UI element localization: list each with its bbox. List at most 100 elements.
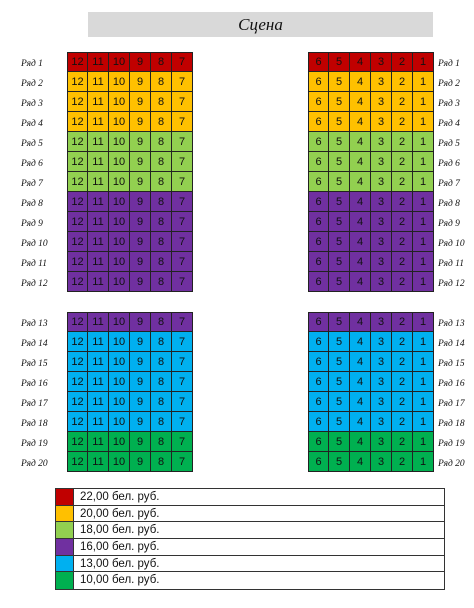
seat-left[interactable]: 12: [67, 212, 88, 232]
seat-left[interactable]: 10: [109, 372, 130, 392]
seat-left[interactable]: 10: [109, 452, 130, 472]
seat-left[interactable]: 10: [109, 252, 130, 272]
seat-left[interactable]: 9: [130, 352, 151, 372]
seat-left[interactable]: 9: [130, 232, 151, 252]
seat-right[interactable]: 6: [308, 432, 329, 452]
seat-right[interactable]: 4: [350, 212, 371, 232]
seat-right[interactable]: 6: [308, 392, 329, 412]
seat-right[interactable]: 1: [413, 172, 434, 192]
seat-left[interactable]: 9: [130, 312, 151, 332]
seat-left[interactable]: 9: [130, 332, 151, 352]
seat-right[interactable]: 2: [392, 372, 413, 392]
seat-right[interactable]: 1: [413, 452, 434, 472]
seat-left[interactable]: 8: [151, 312, 172, 332]
seat-left[interactable]: 7: [172, 92, 193, 112]
seat-right[interactable]: 3: [371, 172, 392, 192]
seat-left[interactable]: 10: [109, 132, 130, 152]
seat-right[interactable]: 4: [350, 312, 371, 332]
seat-left[interactable]: 8: [151, 132, 172, 152]
seat-right[interactable]: 2: [392, 352, 413, 372]
seat-left[interactable]: 9: [130, 172, 151, 192]
seat-right[interactable]: 5: [329, 212, 350, 232]
seat-right[interactable]: 1: [413, 412, 434, 432]
seat-right[interactable]: 5: [329, 372, 350, 392]
seat-right[interactable]: 3: [371, 272, 392, 292]
seat-right[interactable]: 2: [392, 192, 413, 212]
seat-right[interactable]: 1: [413, 372, 434, 392]
seat-left[interactable]: 7: [172, 112, 193, 132]
seat-left[interactable]: 11: [88, 152, 109, 172]
seat-right[interactable]: 5: [329, 172, 350, 192]
seat-right[interactable]: 5: [329, 152, 350, 172]
seat-right[interactable]: 2: [392, 112, 413, 132]
seat-right[interactable]: 3: [371, 212, 392, 232]
seat-right[interactable]: 4: [350, 392, 371, 412]
seat-right[interactable]: 1: [413, 112, 434, 132]
seat-left[interactable]: 11: [88, 352, 109, 372]
seat-right[interactable]: 2: [392, 232, 413, 252]
seat-left[interactable]: 9: [130, 192, 151, 212]
seat-right[interactable]: 3: [371, 372, 392, 392]
seat-right[interactable]: 4: [350, 332, 371, 352]
seat-right[interactable]: 5: [329, 312, 350, 332]
seat-left[interactable]: 9: [130, 132, 151, 152]
seat-left[interactable]: 10: [109, 172, 130, 192]
seat-right[interactable]: 4: [350, 92, 371, 112]
seat-right[interactable]: 4: [350, 452, 371, 472]
seat-left[interactable]: 8: [151, 232, 172, 252]
seat-left[interactable]: 12: [67, 332, 88, 352]
seat-left[interactable]: 11: [88, 112, 109, 132]
seat-right[interactable]: 1: [413, 132, 434, 152]
seat-left[interactable]: 12: [67, 412, 88, 432]
seat-right[interactable]: 4: [350, 172, 371, 192]
seat-left[interactable]: 11: [88, 372, 109, 392]
seat-right[interactable]: 1: [413, 232, 434, 252]
seat-left[interactable]: 11: [88, 412, 109, 432]
seat-right[interactable]: 2: [392, 392, 413, 412]
seat-right[interactable]: 2: [392, 272, 413, 292]
seat-left[interactable]: 9: [130, 212, 151, 232]
seat-right[interactable]: 2: [392, 172, 413, 192]
seat-left[interactable]: 7: [172, 392, 193, 412]
seat-right[interactable]: 5: [329, 432, 350, 452]
seat-left[interactable]: 8: [151, 332, 172, 352]
seat-left[interactable]: 11: [88, 392, 109, 412]
seat-right[interactable]: 6: [308, 72, 329, 92]
seat-right[interactable]: 6: [308, 92, 329, 112]
seat-left[interactable]: 12: [67, 92, 88, 112]
seat-right[interactable]: 2: [392, 152, 413, 172]
seat-right[interactable]: 6: [308, 412, 329, 432]
seat-right[interactable]: 2: [392, 132, 413, 152]
seat-right[interactable]: 4: [350, 272, 371, 292]
seat-right[interactable]: 3: [371, 232, 392, 252]
seat-right[interactable]: 2: [392, 212, 413, 232]
seat-left[interactable]: 7: [172, 152, 193, 172]
seat-left[interactable]: 10: [109, 412, 130, 432]
seat-right[interactable]: 1: [413, 252, 434, 272]
seat-left[interactable]: 9: [130, 392, 151, 412]
seat-left[interactable]: 8: [151, 392, 172, 412]
seat-left[interactable]: 11: [88, 72, 109, 92]
seat-right[interactable]: 4: [350, 232, 371, 252]
seat-right[interactable]: 5: [329, 452, 350, 472]
seat-left[interactable]: 11: [88, 132, 109, 152]
seat-right[interactable]: 6: [308, 452, 329, 472]
seat-right[interactable]: 1: [413, 152, 434, 172]
seat-left[interactable]: 12: [67, 112, 88, 132]
seat-left[interactable]: 7: [172, 172, 193, 192]
seat-left[interactable]: 9: [130, 272, 151, 292]
seat-right[interactable]: 5: [329, 72, 350, 92]
seat-right[interactable]: 6: [308, 132, 329, 152]
seat-left[interactable]: 10: [109, 432, 130, 452]
seat-left[interactable]: 11: [88, 432, 109, 452]
seat-left[interactable]: 12: [67, 392, 88, 412]
seat-right[interactable]: 4: [350, 52, 371, 72]
seat-right[interactable]: 3: [371, 352, 392, 372]
seat-left[interactable]: 7: [172, 332, 193, 352]
seat-left[interactable]: 7: [172, 372, 193, 392]
seat-right[interactable]: 5: [329, 252, 350, 272]
seat-right[interactable]: 1: [413, 332, 434, 352]
seat-right[interactable]: 6: [308, 352, 329, 372]
seat-left[interactable]: 8: [151, 372, 172, 392]
seat-right[interactable]: 3: [371, 432, 392, 452]
